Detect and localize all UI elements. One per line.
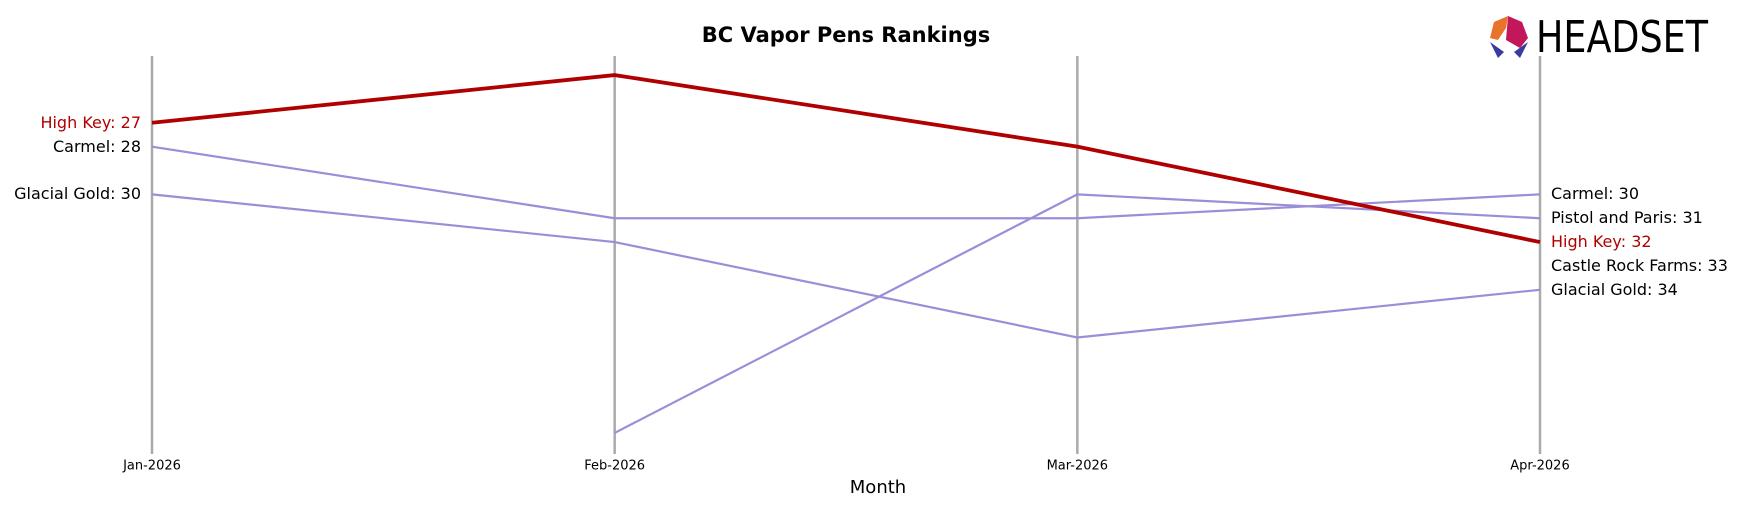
series-name: High Key [1551, 232, 1631, 251]
rank-value: 27 [120, 112, 141, 132]
rank-value: 32 [1631, 232, 1652, 252]
start-label: Glacial Gold30 [14, 184, 141, 204]
start-label: High Key27 [40, 112, 141, 132]
rank-value: 34 [1657, 279, 1678, 299]
series-name: Carmel [1551, 184, 1619, 203]
end-label: Glacial Gold34 [1551, 279, 1678, 299]
chart-title: BC Vapor Pens Rankings [702, 23, 990, 47]
rank-value: 33 [1707, 255, 1728, 275]
end-label: High Key32 [1551, 232, 1652, 252]
logo-mark [1514, 42, 1528, 58]
logo-mark [1490, 42, 1504, 58]
end-label: Pistol and Paris31 [1551, 208, 1703, 228]
logo-mark [1490, 16, 1508, 40]
rank-value: 30 [1618, 184, 1639, 204]
x-tick-label: Apr-2026 [1510, 459, 1569, 474]
end-label: Castle Rock Farms33 [1551, 255, 1728, 275]
series-line [151, 193, 1541, 339]
series-name: Glacial Gold [14, 184, 121, 203]
series-name: Pistol and Paris [1551, 208, 1682, 227]
rank-value: 30 [120, 184, 141, 204]
series-name: Glacial Gold [1551, 280, 1658, 299]
logo: HEADSET [1490, 12, 1708, 63]
x-axis-label: Month [850, 477, 906, 498]
rank-value: 31 [1682, 208, 1703, 228]
x-tick-label: Feb-2026 [584, 459, 645, 474]
logo-text: HEADSET [1536, 12, 1708, 63]
series-name: High Key [40, 113, 120, 132]
x-tick-label: Jan-2026 [122, 459, 181, 474]
logo-mark [1506, 16, 1528, 48]
end-label: Carmel30 [1551, 184, 1639, 204]
series-line [151, 73, 1541, 244]
rank-value: 28 [120, 136, 141, 156]
series-name: Carmel [53, 137, 121, 156]
start-label: Carmel28 [53, 136, 141, 156]
x-tick-label: Mar-2026 [1047, 459, 1108, 474]
series-name: Castle Rock Farms [1551, 256, 1708, 275]
